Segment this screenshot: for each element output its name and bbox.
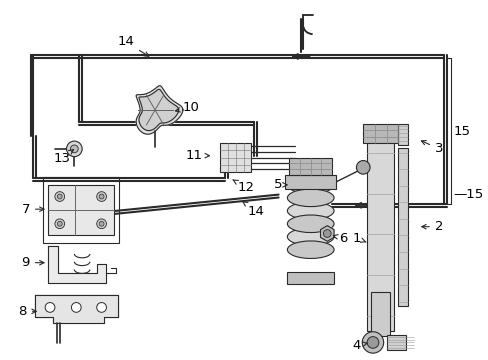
Circle shape [356,161,369,174]
Circle shape [57,194,62,199]
Bar [35,295,118,317]
Ellipse shape [287,176,333,194]
Circle shape [97,302,106,312]
Circle shape [55,219,64,229]
Circle shape [55,192,64,201]
Polygon shape [139,89,179,131]
Text: 13: 13 [53,149,73,165]
Circle shape [99,194,104,199]
Bar [43,177,119,243]
Bar [370,292,390,336]
Text: 2: 2 [421,220,443,233]
Bar [48,185,114,235]
Circle shape [362,332,383,353]
Ellipse shape [287,215,333,233]
Circle shape [70,145,78,153]
Bar [285,175,335,189]
Circle shape [97,192,106,201]
Text: 6: 6 [333,232,347,245]
Text: —15: —15 [453,188,483,201]
Ellipse shape [287,189,333,207]
Bar [386,335,405,350]
Text: 15: 15 [453,125,470,138]
Text: 14: 14 [117,35,148,56]
Circle shape [99,221,104,226]
Text: 14: 14 [242,202,264,218]
Ellipse shape [287,241,333,258]
Bar [366,141,394,331]
Polygon shape [48,246,106,283]
Circle shape [71,302,81,312]
Ellipse shape [287,202,333,220]
Polygon shape [136,86,183,134]
Polygon shape [35,295,118,323]
Circle shape [323,230,330,237]
Text: 8: 8 [19,305,36,318]
Bar [287,273,333,284]
Circle shape [57,221,62,226]
Text: 3: 3 [421,141,443,156]
Text: 11: 11 [185,149,209,162]
Text: 12: 12 [232,180,255,194]
Bar [363,123,397,143]
Bar [220,143,251,172]
Text: 1: 1 [351,232,366,245]
Circle shape [366,337,378,348]
Bar [397,123,407,145]
Circle shape [66,141,82,157]
Bar [397,148,407,306]
Text: 5: 5 [274,178,286,192]
Text: 9: 9 [21,256,44,269]
Text: 4: 4 [351,339,366,352]
Circle shape [97,219,106,229]
Circle shape [45,302,55,312]
Polygon shape [320,226,333,241]
Bar [289,158,331,175]
Ellipse shape [287,228,333,246]
Text: 7: 7 [21,203,44,216]
Text: 10: 10 [175,100,199,113]
